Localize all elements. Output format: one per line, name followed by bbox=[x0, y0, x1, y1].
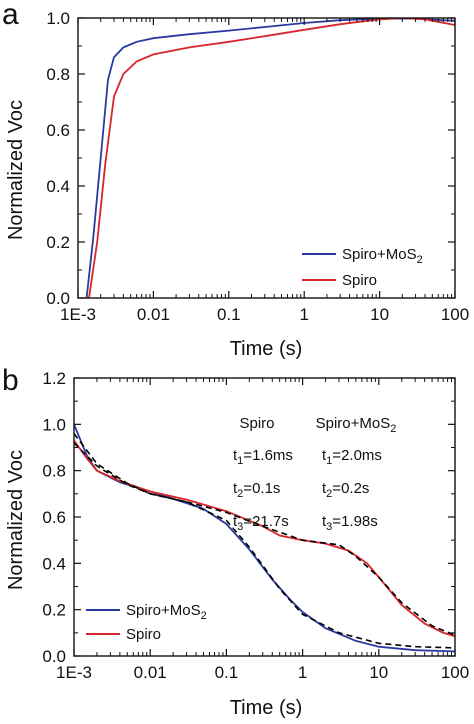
annot-spiro-t3: t3=21.7s bbox=[233, 513, 289, 533]
panel-a-x-tick-label: 10 bbox=[370, 305, 389, 324]
panel-b-legend: Spiro+MoS2 Spiro bbox=[86, 602, 207, 643]
panel-a-x-tick-label: 1E-3 bbox=[60, 305, 96, 324]
panel-b-series-spiro bbox=[74, 439, 455, 638]
panel-a-x-tick-label: 100 bbox=[441, 305, 469, 324]
panel-a-x-tick-label: 0.01 bbox=[137, 305, 170, 324]
annot-spiro-header: Spiro bbox=[239, 415, 274, 432]
legend-b-spiro-mos2-label: Spiro+MoS2 bbox=[126, 602, 207, 622]
panel-b-x-tick-label: 0.1 bbox=[215, 663, 239, 682]
annot-mos2-t3: t3=1.98s bbox=[322, 513, 378, 533]
panel-a-y-tick-label: 0.6 bbox=[46, 121, 70, 140]
annot-mos2-t2: t2=0.2s bbox=[322, 480, 369, 500]
panel-b-x-axis-label: Time (s) bbox=[230, 697, 303, 719]
panel-a-y-tick-label: 0.4 bbox=[46, 177, 70, 196]
panel-a-y-axis-label: Normalized Voc bbox=[5, 100, 27, 240]
panel-b-y-tick-label: 0.2 bbox=[42, 601, 66, 620]
panel-a-x-tick-label: 1 bbox=[299, 305, 308, 324]
panel-a-label: a bbox=[2, 0, 19, 31]
legend-a-spiro-mos2-label: Spiro+MoS2 bbox=[342, 246, 423, 266]
panel-b-x-tick-label: 1 bbox=[298, 663, 307, 682]
annot-spiro-t2: t2=0.1s bbox=[233, 480, 280, 500]
panel-b-x-tick-label: 100 bbox=[441, 663, 469, 682]
panel-a-y-tick-label: 0.2 bbox=[46, 233, 70, 252]
panel-a-legend: Spiro+MoS2 Spiro bbox=[302, 246, 423, 289]
annot-spiro-t1: t1=1.6ms bbox=[233, 447, 293, 467]
panel-b-y-tick-label: 0.8 bbox=[42, 462, 66, 481]
panel-b-x-tick-label: 0.01 bbox=[134, 663, 167, 682]
panel-b-y-tick-label: 1.2 bbox=[42, 369, 66, 388]
panel-b-y-tick-label: 0.4 bbox=[42, 554, 66, 573]
panel-a-chart: a Normalized Voc Time (s) Spiro+MoS2 Spi… bbox=[2, 0, 469, 360]
panel-b-label: b bbox=[2, 364, 19, 397]
panel-b-y-tick-label: 0.6 bbox=[42, 508, 66, 527]
annot-mos2-t1: t1=2.0ms bbox=[322, 447, 382, 467]
legend-a-spiro-label: Spiro bbox=[342, 272, 377, 289]
panel-b-y-axis-label: Normalized Voc bbox=[5, 450, 27, 590]
panel-a-y-tick-label: 0.0 bbox=[46, 289, 70, 308]
panel-a-y-tick-label: 0.8 bbox=[46, 65, 70, 84]
panel-a-x-tick-label: 0.1 bbox=[217, 305, 241, 324]
annot-mos2-header: Spiro+MoS2 bbox=[316, 415, 397, 435]
panel-b-chart: b Normalized Voc Time (s) Spiro Spiro+Mo… bbox=[2, 364, 469, 719]
panel-b-y-tick-label: 0.0 bbox=[42, 647, 66, 666]
panel-b-series-fit-spiro bbox=[74, 442, 455, 636]
panel-b-x-tick-label: 1E-3 bbox=[56, 663, 92, 682]
panel-a-x-axis-label: Time (s) bbox=[230, 338, 303, 360]
legend-b-spiro-label: Spiro bbox=[126, 626, 161, 643]
panel-a-y-tick-label: 1.0 bbox=[46, 9, 70, 28]
panel-b-x-tick-label: 10 bbox=[369, 663, 388, 682]
panel-b-series-fit-spiro-mos2 bbox=[74, 433, 455, 649]
panel-b-annotations: Spiro Spiro+MoS2 t1=1.6ms t2=0.1s t3=21.… bbox=[233, 415, 396, 533]
panel-b-y-tick-label: 1.0 bbox=[42, 415, 66, 434]
